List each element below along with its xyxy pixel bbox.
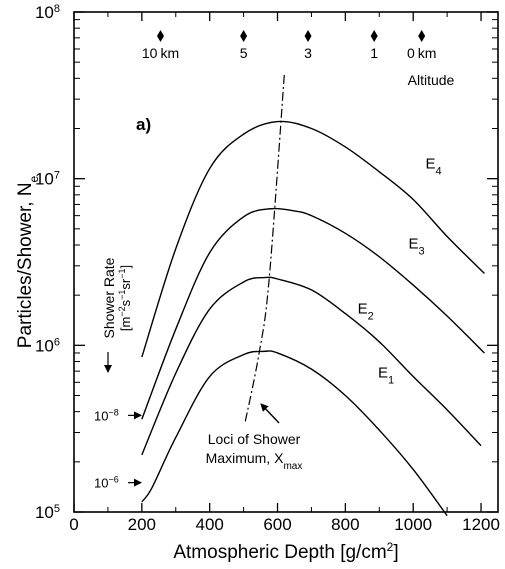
xmax-locus-line xyxy=(244,74,285,422)
altitude-label-0: 0 km xyxy=(407,45,436,61)
y-tick-label: 107 xyxy=(35,170,60,189)
y-tick-label: 105 xyxy=(35,503,60,522)
x-axis-label: Atmospheric Depth [g/cm2] xyxy=(173,540,398,563)
altitude-label-5: 5 xyxy=(240,45,248,61)
series-label-e3: E3 xyxy=(409,236,425,258)
altitude-label-1: 1 xyxy=(370,45,378,61)
locus-label-line2: Maximum, Xmax xyxy=(206,450,303,472)
x-tick-label: 1200 xyxy=(462,515,500,534)
y-tick-label: 108 xyxy=(35,3,60,22)
shower-rate-units: [m−2s−1sr−1] xyxy=(117,265,133,331)
y-axis-label: Particles/Shower, Ne xyxy=(15,175,41,348)
x-tick-label: 200 xyxy=(128,515,156,534)
series-line-e2 xyxy=(141,276,482,456)
shower-rate-title: Shower Rate xyxy=(101,257,117,338)
locus-label-line1: Loci of Shower xyxy=(208,431,301,447)
altitude-marker-0 xyxy=(418,30,426,42)
series-label-e1: E1 xyxy=(378,365,394,387)
altitude-title: Altitude xyxy=(408,72,455,88)
x-tick-label: 800 xyxy=(331,515,359,534)
series-line-e4 xyxy=(141,120,485,358)
altitude-marker-5 xyxy=(240,30,248,42)
series-label-e4: E4 xyxy=(425,156,441,178)
shower-rate-markers: 10−8 10−6 xyxy=(94,407,142,491)
altitude-marker-1 xyxy=(370,30,378,42)
shower-rate-value-2: 10−6 xyxy=(94,475,119,491)
altitude-marker-3 xyxy=(304,30,312,42)
altitude-label-10: 10 km xyxy=(142,45,179,61)
series-labels: E1 E2 E3 E4 xyxy=(358,156,442,387)
shower-rate-label: Shower Rate [m−2s−1sr−1] xyxy=(101,257,133,338)
shower-rate-value-1: 10−8 xyxy=(94,407,119,423)
altitude-marker-10 xyxy=(156,30,164,42)
y-tick-label: 106 xyxy=(35,336,60,355)
y-tick-labels: 105 106 107 108 xyxy=(35,3,60,522)
x-tick-labels: 0 200 400 600 800 1000 1200 xyxy=(69,515,500,534)
series-label-e2: E2 xyxy=(358,301,374,323)
series-line-e3 xyxy=(141,207,485,420)
altitude-scale: 10 km 5 3 1 0 km xyxy=(142,30,436,61)
plot-frame xyxy=(73,11,499,513)
locus-pointer-arrow xyxy=(260,403,280,424)
series-line-e1 xyxy=(141,350,448,517)
x-tick-label: 1000 xyxy=(394,515,432,534)
x-tick-label: 0 xyxy=(69,515,78,534)
axis-ticks xyxy=(73,11,498,513)
x-tick-label: 400 xyxy=(195,515,223,534)
panel-label: a) xyxy=(136,115,151,134)
series-lines xyxy=(141,120,485,517)
x-tick-label: 600 xyxy=(263,515,291,534)
altitude-label-3: 3 xyxy=(304,45,312,61)
